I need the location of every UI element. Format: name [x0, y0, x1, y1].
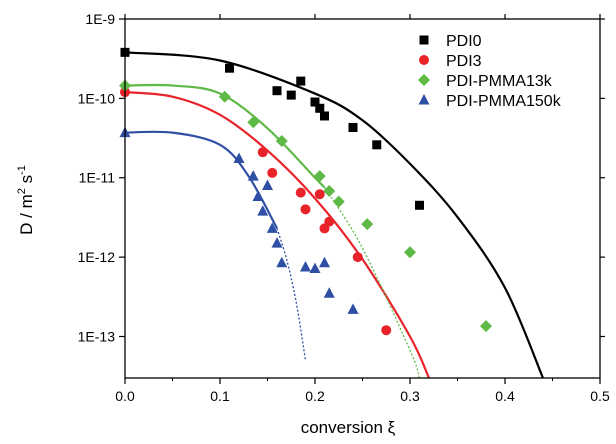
y-tick-label: 1E-10 [78, 90, 116, 106]
y-axis-label-mid: s [17, 175, 36, 188]
data-points [119, 47, 492, 336]
legend-marker [418, 94, 430, 105]
y-tick-label: 1E-11 [79, 170, 116, 186]
y-tick-label: 1E-9 [85, 11, 115, 27]
data-point [271, 237, 283, 248]
fit-curve [124, 83, 326, 188]
y-tick-label: 1E-12 [78, 249, 116, 265]
data-point [233, 152, 245, 163]
fit-curve-extrapolated [323, 186, 421, 379]
data-point [257, 147, 268, 158]
data-point [315, 103, 325, 113]
data-point [324, 216, 335, 227]
fit-curve [124, 51, 545, 379]
data-point [310, 97, 320, 107]
x-tick-label: 0.2 [305, 388, 325, 404]
data-point [262, 179, 273, 190]
y-axis-label-prefix: D / m [17, 194, 36, 235]
x-tick-label: 0.3 [400, 388, 420, 404]
data-point [267, 167, 278, 178]
legend-label: PDI3 [446, 53, 482, 70]
data-point [300, 261, 311, 272]
fit-curves [124, 51, 545, 379]
data-point [347, 303, 359, 314]
data-point [361, 218, 374, 231]
legend-label: PDI0 [446, 33, 482, 50]
x-axis-label: conversion ξ [301, 418, 396, 437]
x-tick-label: 0.0 [115, 388, 135, 404]
x-tick-label: 0.1 [210, 388, 230, 404]
data-point [295, 187, 306, 198]
y-tick-label: 1E-13 [78, 328, 116, 344]
y-axis-label-sup2: -1 [16, 165, 28, 175]
data-point [309, 262, 321, 273]
legend-marker [418, 74, 430, 86]
data-point [286, 90, 296, 100]
fit-curve-extrapolated [276, 228, 307, 361]
legend-marker [419, 55, 429, 65]
data-point [300, 204, 311, 215]
data-point [218, 90, 231, 103]
data-point [323, 185, 336, 198]
data-point [266, 222, 278, 233]
data-point [314, 189, 325, 200]
data-point [247, 116, 260, 129]
legend-label: PDI-PMMA13k [446, 73, 553, 90]
y-axis-label: D / m2 s-1 [16, 165, 36, 235]
legend-label: PDI-PMMA150k [446, 93, 562, 110]
data-point [348, 122, 358, 132]
data-point [381, 325, 392, 336]
data-point [313, 170, 326, 183]
data-point [276, 256, 288, 268]
data-point [480, 320, 492, 333]
data-point [372, 140, 382, 150]
data-point [415, 200, 424, 210]
x-tick-label: 0.4 [495, 388, 515, 404]
data-point [296, 76, 306, 86]
data-point [332, 195, 345, 208]
legend-marker [419, 35, 429, 45]
data-point [404, 246, 416, 259]
fit-curve [124, 90, 431, 379]
data-point [272, 86, 282, 96]
data-point [352, 252, 363, 263]
legend: PDI0 PDI3 PDI-PMMA13k PDI-PMMA150k [418, 33, 562, 110]
data-point [319, 256, 330, 268]
y-axis-label-sup1: 2 [16, 188, 28, 194]
data-point [275, 135, 288, 148]
data-point [323, 287, 335, 298]
data-point [247, 170, 259, 181]
axes: 0.0 0.1 0.2 0.3 0.4 0.5 1E-9 1E-10 1E-11 1E-12 1E-… [78, 11, 610, 404]
data-point [257, 205, 269, 216]
x-tick-label: 0.5 [590, 388, 610, 404]
data-point [252, 190, 264, 202]
data-point [320, 111, 329, 121]
data-point [225, 63, 234, 73]
